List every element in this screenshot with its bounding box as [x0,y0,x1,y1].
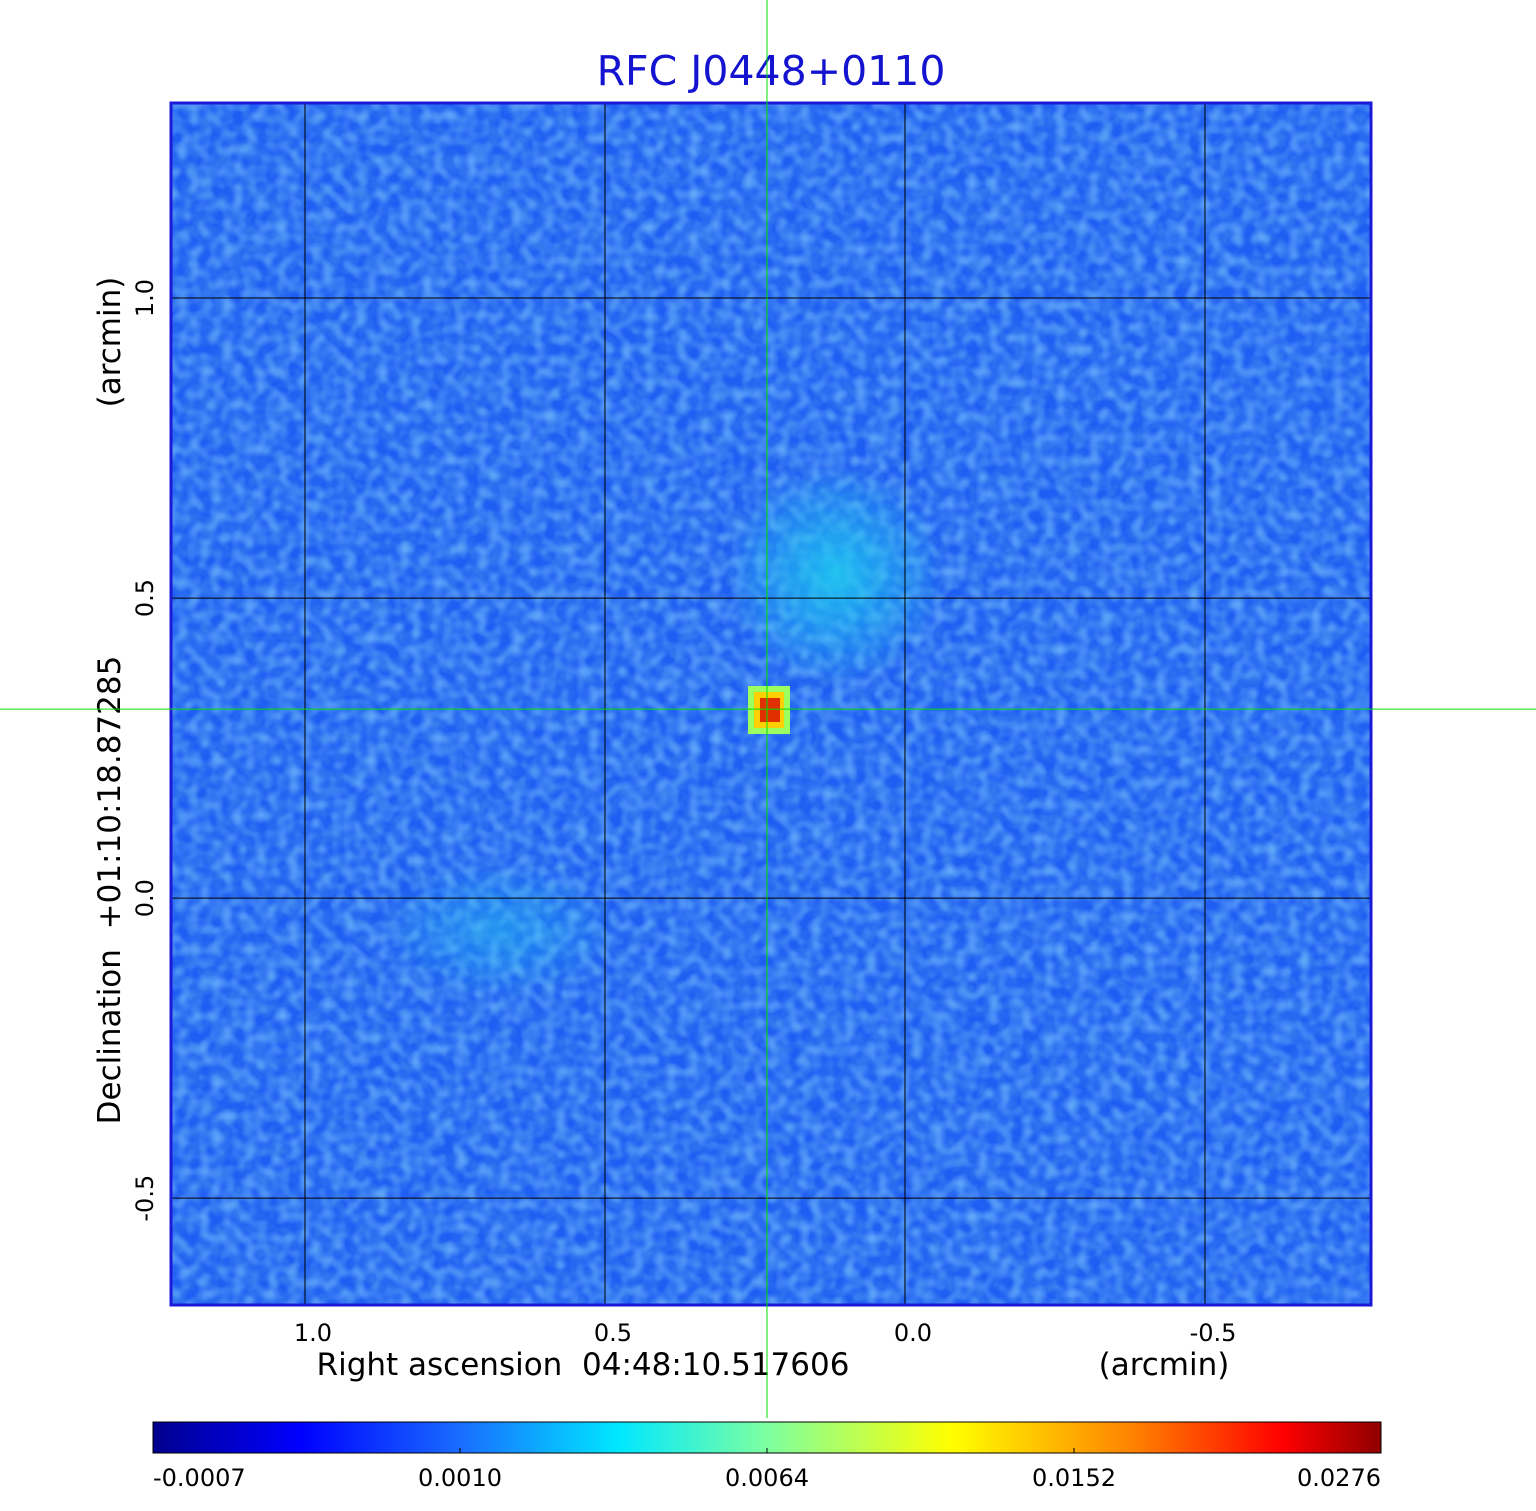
y-tick-label: 1.0 [131,279,159,317]
colorbar [152,1421,1382,1454]
colorbar-tick-label: 0.0152 [1032,1464,1116,1492]
diffuse-emission [725,465,945,685]
y-axis-unit: (arcmin) [92,277,128,408]
x-axis-unit: (arcmin) [1099,1347,1230,1383]
source [748,686,790,734]
y-tick-label: 0.0 [131,879,159,917]
x-tick-label: 0.5 [594,1319,632,1347]
diffuse-emission [380,860,620,1000]
x-tick-label: 1.0 [294,1319,332,1347]
x-axis-label: Right ascension 04:48:10.517606 [317,1347,850,1383]
plot-frame [169,101,1373,1307]
source-pixel [760,698,780,722]
y-tick-label: -0.5 [131,1175,159,1222]
colorbar-tick-label: 0.0010 [418,1464,502,1492]
y-tick-label: 0.5 [131,579,159,617]
grid [171,103,1371,1305]
x-tick-label: -0.5 [1190,1319,1237,1347]
overlay [0,0,1536,1418]
y-axis-label: Declination +01:10:18.87285 [92,656,128,1125]
x-tick-label: 0.0 [894,1319,932,1347]
colorbar-tick-label: 0.0276 [1297,1464,1381,1492]
colorbar-tick-label: 0.0064 [725,1464,809,1492]
chart-title: RFC J0448+0110 [597,47,946,95]
colorbar-tick-label: -0.0007 [153,1464,246,1492]
sky-image [171,103,1371,1305]
